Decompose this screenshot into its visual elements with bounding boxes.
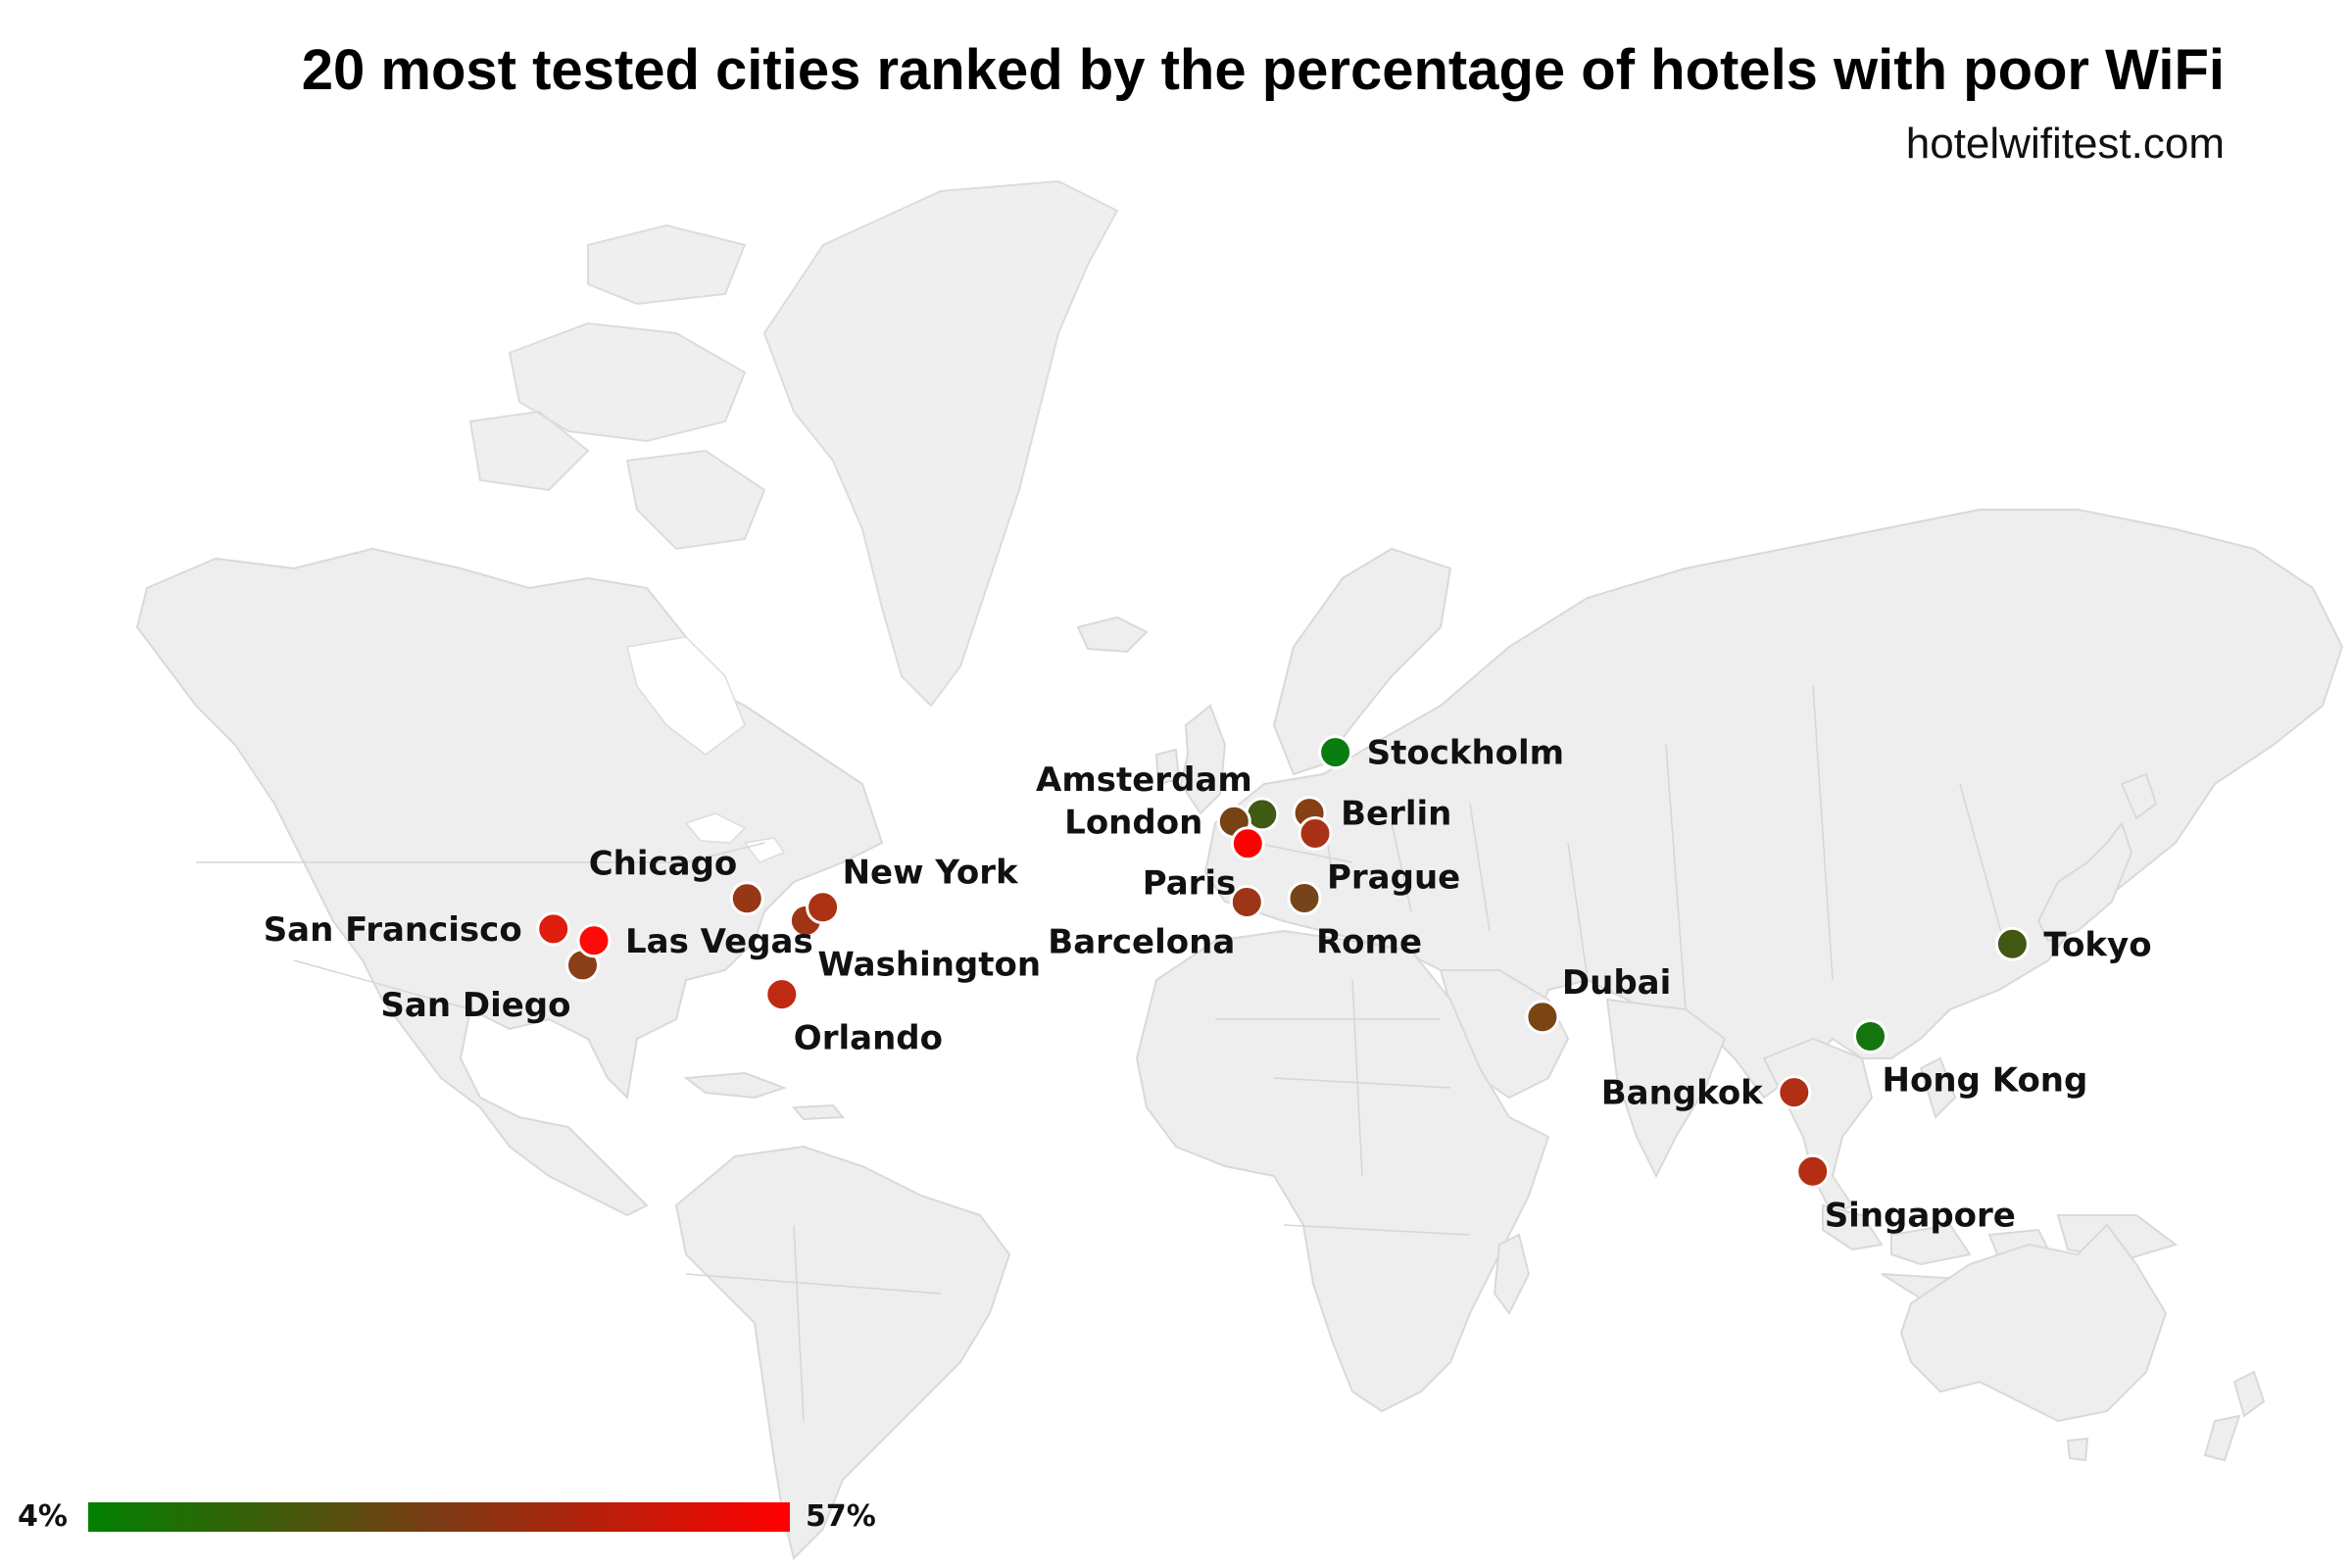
city-label-chicago: Chicago	[589, 845, 738, 884]
city-label-bangkok: Bangkok	[1601, 1074, 1764, 1113]
city-label-orlando: Orlando	[794, 1019, 943, 1058]
southeast-asia-shape	[1762, 1037, 1874, 1217]
city-marker-tokyo	[1994, 926, 2030, 961]
city-label-new-york: New York	[843, 854, 1019, 893]
source-label: hotelwifitest.com	[1905, 120, 2225, 168]
tasmania-shape	[2066, 1437, 2089, 1462]
africa-shape	[1135, 929, 1550, 1413]
great-lakes-shape	[684, 812, 786, 863]
city-label-barcelona: Barcelona	[1048, 923, 1235, 962]
city-label-san-diego: San Diego	[380, 986, 570, 1025]
city-marker-chicago	[729, 881, 764, 916]
city-label-tokyo: Tokyo	[2043, 925, 2151, 964]
city-marker-rome	[1287, 881, 1322, 915]
uk-shape	[1154, 704, 1227, 815]
city-marker-prague	[1298, 816, 1333, 851]
city-markers: Stockholm Hong Kong Amsterdam Tokyo London Ro…	[264, 734, 2152, 1236]
arctic-islands-shape	[468, 223, 766, 551]
greenland-shape	[762, 179, 1119, 708]
city-marker-hong-kong	[1853, 1019, 1887, 1054]
south-america-shape	[674, 1145, 1011, 1560]
city-label-amsterdam: Amsterdam	[1036, 760, 1252, 800]
city-label-las-vegas: Las Vegas	[625, 922, 813, 961]
hudson-bay-shape	[626, 636, 746, 756]
city-marker-dubai	[1525, 1000, 1560, 1035]
city-label-hong-kong: Hong Kong	[1883, 1061, 2088, 1101]
city-marker-bangkok	[1777, 1075, 1812, 1110]
city-label-dubai: Dubai	[1562, 963, 1671, 1003]
scandinavia-shape	[1272, 547, 1452, 776]
city-label-rome: Rome	[1316, 923, 1422, 962]
iceland-shape	[1076, 615, 1149, 654]
city-label-san-francisco: San Francisco	[264, 910, 522, 950]
city-marker-orlando	[764, 977, 800, 1012]
australia-shape	[1899, 1223, 2168, 1423]
land-masses	[135, 179, 2344, 1560]
city-label-berlin: Berlin	[1341, 795, 1451, 834]
city-label-stockholm: Stockholm	[1367, 734, 1565, 773]
city-label-prague: Prague	[1327, 858, 1460, 898]
india-shape	[1605, 998, 1727, 1179]
city-marker-paris	[1230, 826, 1265, 861]
city-marker-las-vegas	[576, 923, 612, 958]
city-marker-amsterdam	[1245, 797, 1280, 832]
legend-color-bar	[88, 1502, 790, 1532]
city-label-singapore: Singapore	[1825, 1196, 2016, 1235]
city-marker-singapore	[1795, 1153, 1831, 1189]
madagascar-shape	[1493, 1233, 1531, 1315]
city-label-paris: Paris	[1143, 864, 1237, 904]
north-america-shape	[135, 547, 884, 1217]
city-marker-new-york	[806, 890, 841, 925]
legend-max-label: 57%	[806, 1499, 876, 1534]
city-marker-san-francisco	[536, 911, 571, 947]
japan-shape	[2036, 772, 2158, 943]
city-label-london: London	[1064, 803, 1202, 842]
new-zealand-shape	[2203, 1370, 2266, 1462]
caribbean-shape	[683, 1071, 846, 1121]
city-marker-stockholm	[1318, 735, 1353, 770]
city-marker-barcelona	[1229, 885, 1264, 919]
chart-title: 20 most tested cities ranked by the perc…	[301, 38, 2225, 102]
legend-min-label: 4%	[18, 1499, 68, 1534]
city-label-washington: Washington	[817, 945, 1041, 984]
